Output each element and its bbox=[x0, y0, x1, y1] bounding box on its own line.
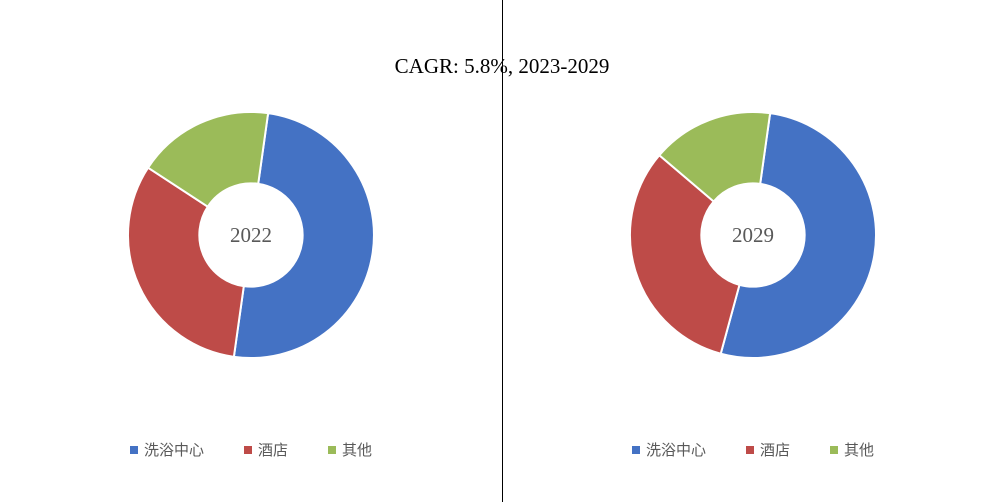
donut-chart-2022 bbox=[126, 110, 376, 360]
panel-2022: 2022 洗浴中心 酒店 其他 bbox=[0, 100, 502, 460]
legend-label-other: 其他 bbox=[342, 439, 372, 460]
legend-item-bath: 洗浴中心 bbox=[130, 439, 204, 460]
donut-2029-wrap: 2029 bbox=[628, 110, 878, 360]
legend-label-hotel: 酒店 bbox=[258, 439, 288, 460]
legend-2022: 洗浴中心 酒店 其他 bbox=[0, 439, 502, 460]
legend-item-bath: 洗浴中心 bbox=[632, 439, 706, 460]
legend-2029: 洗浴中心 酒店 其他 bbox=[502, 439, 1004, 460]
slice-hotel bbox=[128, 168, 244, 357]
donut-2022-wrap: 2022 bbox=[126, 110, 376, 360]
legend-swatch-hotel bbox=[746, 446, 754, 454]
legend-item-other: 其他 bbox=[830, 439, 874, 460]
legend-label-bath: 洗浴中心 bbox=[144, 439, 204, 460]
legend-swatch-other bbox=[328, 446, 336, 454]
legend-swatch-bath bbox=[632, 446, 640, 454]
legend-label-hotel: 酒店 bbox=[760, 439, 790, 460]
panel-2029: 2029 洗浴中心 酒店 其他 bbox=[502, 100, 1004, 460]
legend-item-hotel: 酒店 bbox=[746, 439, 790, 460]
donut-chart-2029 bbox=[628, 110, 878, 360]
legend-item-other: 其他 bbox=[328, 439, 372, 460]
legend-swatch-other bbox=[830, 446, 838, 454]
legend-label-bath: 洗浴中心 bbox=[646, 439, 706, 460]
legend-label-other: 其他 bbox=[844, 439, 874, 460]
chart-title: CAGR: 5.8%, 2023-2029 bbox=[0, 54, 1004, 79]
legend-swatch-bath bbox=[130, 446, 138, 454]
legend-swatch-hotel bbox=[244, 446, 252, 454]
legend-item-hotel: 酒店 bbox=[244, 439, 288, 460]
